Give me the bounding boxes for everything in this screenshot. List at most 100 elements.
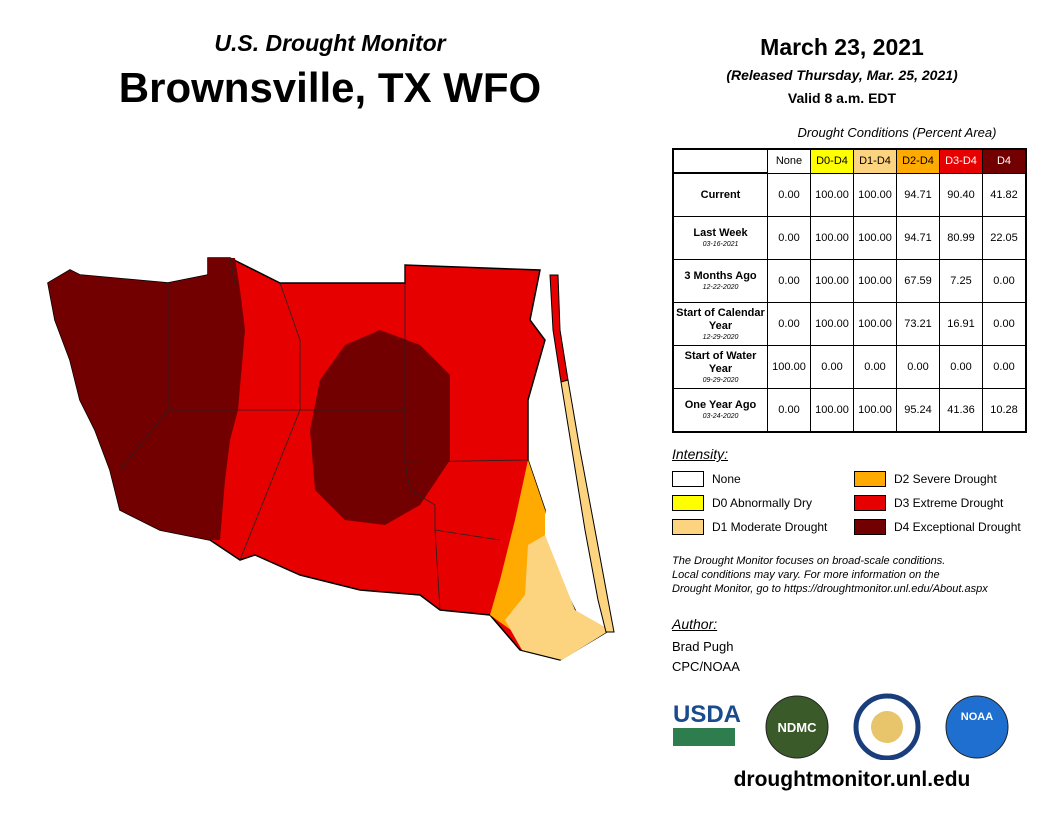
- author-name: CPC/NOAA: [672, 659, 740, 674]
- cell: 94.71: [896, 216, 940, 260]
- author-name: Brad Pugh: [672, 639, 734, 654]
- released: (Released Thursday, Mar. 25, 2021): [726, 67, 958, 83]
- region-d4-center: [310, 330, 450, 525]
- cell: 0.00: [767, 172, 811, 217]
- cell: 67.59: [896, 259, 940, 303]
- legend-label: D1 Moderate Drought: [712, 520, 828, 534]
- row-label: 3 Months Ago 12-22-2020: [672, 259, 768, 303]
- cell: 90.40: [939, 172, 983, 217]
- cell: 10.28: [982, 388, 1027, 433]
- legend-label: D2 Severe Drought: [894, 472, 997, 486]
- row-label: Start of Calendar Year 12-29-2020: [672, 302, 768, 346]
- table-row: Start of Calendar Year 12-29-2020 0.00 100.…: [672, 302, 1027, 346]
- cell: 100.00: [853, 302, 897, 346]
- table-row: Start of Water Year 09-29-2020 100.00 0.00 0…: [672, 345, 1027, 389]
- cell: 100.00: [810, 388, 854, 433]
- legend-title: Intensity:: [672, 446, 729, 462]
- table-row: Last Week 03-16-2021 0.00 100.00 100.00 94.71…: [672, 216, 1027, 260]
- cell: 100.00: [853, 259, 897, 303]
- cell: 100.00: [810, 216, 854, 260]
- logo-noaa: [945, 695, 1009, 759]
- cell: 41.36: [939, 388, 983, 433]
- column-header: None: [767, 148, 811, 174]
- column-header: D3-D4: [939, 148, 983, 174]
- cell: 95.24: [896, 388, 940, 433]
- legend-label: D4 Exceptional Drought: [894, 520, 1021, 534]
- cell: 0.00: [939, 345, 983, 389]
- drought-table: None D0-D4 D1-D4 D2-D4 D3-D4 D4 Current 0.00 10…: [672, 148, 1027, 433]
- footer-url: droughtmonitor.unl.edu: [733, 768, 971, 791]
- cell: 0.00: [982, 259, 1027, 303]
- row-label-text: Current: [700, 188, 741, 201]
- cell: 100.00: [810, 172, 854, 217]
- legend-item: D3 Extreme Drought: [854, 495, 1003, 511]
- logo-doc-inner: [871, 711, 903, 743]
- legend-item: D4 Exceptional Drought: [854, 519, 1021, 535]
- legend-label: None: [712, 472, 741, 486]
- region-d4-west: [48, 258, 245, 540]
- cell: 94.71: [896, 172, 940, 217]
- legend-swatch: [672, 519, 704, 535]
- map: [47, 257, 615, 661]
- note: The Drought Monitor focuses on broad-sca…: [672, 554, 988, 596]
- logo-usda-mark: [673, 728, 735, 746]
- author-title: Author:: [672, 616, 718, 632]
- legend-item: D2 Severe Drought: [854, 471, 997, 487]
- cell: 22.05: [982, 216, 1027, 260]
- table-row: Current 0.00 100.00 100.00 94.71 90.40 41.82: [672, 172, 1027, 217]
- cell: 100.00: [810, 259, 854, 303]
- cell: 0.00: [853, 345, 897, 389]
- column-header: D1-D4: [853, 148, 897, 174]
- note-line: Drought Monitor, go to https://droughtmo…: [672, 583, 988, 595]
- logo-ndmc: [765, 695, 829, 759]
- column-header: D4: [982, 148, 1027, 174]
- row-label: Last Week 03-16-2021: [672, 216, 768, 260]
- cell: 100.00: [853, 388, 897, 433]
- title: Brownsville, TX WFO: [118, 64, 542, 111]
- row-label: One Year Ago 03-24-2020: [672, 388, 768, 433]
- note-line: The Drought Monitor focuses on broad-sca…: [672, 555, 946, 567]
- cell: 0.00: [896, 345, 940, 389]
- row-date: 03-16-2021: [702, 241, 739, 248]
- legend-item: D0 Abnormally Dry: [672, 495, 812, 511]
- cell: 0.00: [767, 302, 811, 346]
- island-d3: [549, 274, 569, 383]
- cell: 73.21: [896, 302, 940, 346]
- legend-swatch: [854, 495, 886, 511]
- logos: USDA NDMC NOAA: [673, 693, 1009, 760]
- legend-label: D0 Abnormally Dry: [712, 496, 813, 510]
- region-d1: [505, 535, 610, 660]
- date: March 23, 2021: [760, 34, 924, 60]
- logo-usda: USDA: [673, 701, 741, 728]
- column-header: D2-D4: [896, 148, 940, 174]
- row-label-text: Start of Calendar Year: [676, 306, 765, 332]
- row-date: 03-24-2020: [702, 413, 739, 420]
- row-label-text: Start of Water Year: [684, 349, 757, 375]
- table-caption: Drought Conditions (Percent Area): [797, 125, 997, 140]
- cell: 100.00: [853, 216, 897, 260]
- legend-swatch: [672, 495, 704, 511]
- cell: 100.00: [767, 345, 811, 389]
- cell: 0.00: [767, 216, 811, 260]
- legend-swatch: [854, 471, 886, 487]
- county-lines: [119, 257, 529, 611]
- cell: 100.00: [853, 172, 897, 217]
- cell: 100.00: [810, 302, 854, 346]
- cell: 0.00: [982, 302, 1027, 346]
- row-label-text: 3 Months Ago: [684, 270, 757, 282]
- cell: 0.00: [982, 345, 1027, 389]
- logo-ndmc-text: NDMC: [778, 720, 818, 735]
- row-date: 09-29-2020: [702, 376, 739, 384]
- row-label: Current: [672, 172, 768, 217]
- cell: 0.00: [767, 259, 811, 303]
- row-label: Start of Water Year 09-29-2020: [672, 345, 768, 389]
- subtitle: U.S. Drought Monitor: [214, 30, 446, 56]
- logo-noaa-text: NOAA: [961, 711, 993, 723]
- column-header: D0-D4: [810, 148, 854, 174]
- cell: 7.25: [939, 259, 983, 303]
- note-line: Local conditions may vary. For more info…: [672, 569, 940, 581]
- legend-item: D1 Moderate Drought: [672, 519, 827, 535]
- table-row: One Year Ago 03-24-2020 0.00 100.00 100.00 95…: [672, 388, 1027, 433]
- row-label-text: Last Week: [693, 227, 748, 239]
